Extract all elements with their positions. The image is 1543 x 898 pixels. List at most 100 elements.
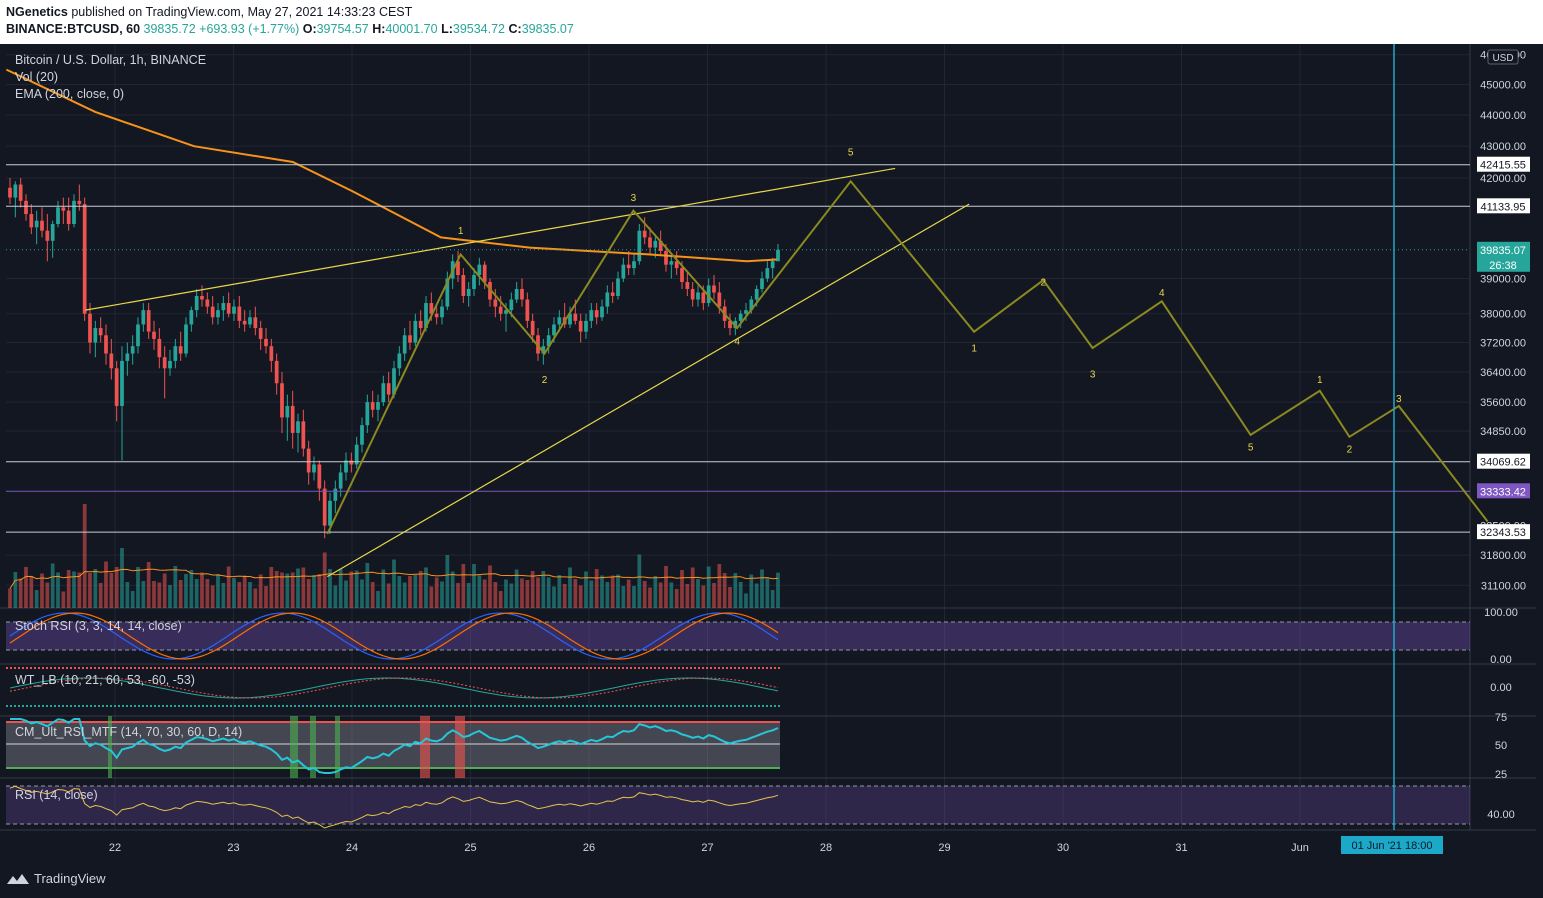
volume-bar (344, 580, 348, 608)
volume-bar (765, 578, 770, 608)
volume-bar (88, 573, 92, 608)
volume-bar (50, 563, 55, 608)
candle-body (221, 303, 226, 311)
candle-body (360, 425, 364, 445)
candle-body (408, 335, 412, 343)
volume-bar (328, 569, 332, 608)
cm-signal-highlight (335, 716, 340, 778)
legend-volume[interactable]: Vol (20) (15, 70, 59, 84)
time-axis-tick: 29 (938, 842, 950, 854)
volume-bar (98, 583, 103, 608)
legend-title[interactable]: Bitcoin / U.S. Dollar, 1h, BINANCE (15, 53, 207, 67)
volume-bar (322, 552, 327, 608)
indicator-axis-tick: 75 (1495, 712, 1507, 724)
candle-body (322, 488, 327, 526)
candle-body (472, 275, 476, 289)
candle-body (130, 346, 135, 354)
tradingview-brand[interactable]: TradingView (6, 871, 106, 886)
time-axis-tick: 23 (227, 842, 239, 854)
volume-bar (146, 562, 151, 608)
volume-bar (178, 580, 183, 608)
candle-body (120, 360, 124, 406)
indicator-axis-tick: 0.00 (1490, 682, 1511, 694)
time-axis-tick: 26 (583, 842, 595, 854)
candle-body (312, 464, 316, 473)
candle-body (765, 268, 770, 279)
volume-bar (312, 575, 316, 608)
candle-body (706, 285, 711, 304)
candle-body (141, 310, 146, 325)
volume-bar (168, 585, 172, 608)
volume-bar (477, 575, 482, 608)
candle-body (413, 320, 418, 343)
candle-body (461, 275, 466, 296)
candle-body (8, 187, 12, 198)
candle-body (573, 313, 578, 321)
candle-body (717, 292, 722, 307)
symbol-label: BINANCE:BTCUSD, 60 (6, 22, 141, 36)
time-axis-tick: 30 (1057, 842, 1069, 854)
candle-body (424, 303, 428, 329)
candle-body (669, 261, 674, 265)
volume-bar (301, 567, 306, 608)
candle-body (216, 310, 220, 318)
candle-body (200, 295, 204, 300)
volume-bar (776, 572, 780, 608)
candle-body (349, 460, 354, 465)
volume-bar (637, 554, 642, 608)
indicator-axis-tick: 40.00 (1487, 809, 1515, 821)
volume-bar (610, 575, 615, 608)
volume-bar (632, 586, 636, 608)
volume-bar (45, 582, 50, 608)
wave-label: 2 (542, 375, 548, 386)
candle-body (440, 306, 444, 318)
volume-bar (669, 582, 674, 608)
candle-body (584, 320, 588, 332)
price-label: 34069.62 (1480, 457, 1526, 469)
price-label: 39835.07 (1480, 245, 1526, 257)
volume-bar (760, 569, 764, 608)
legend-wt-lb[interactable]: WT_LB (10, 21, 60, 53, -60, -53) (15, 673, 195, 687)
price-axis-tick: 42000.00 (1480, 173, 1526, 185)
legend-ema[interactable]: EMA (200, close, 0) (15, 87, 125, 101)
price-axis-tick: 38000.00 (1480, 309, 1526, 321)
volume-bar (354, 570, 359, 608)
candle-body (210, 306, 215, 318)
candle-body (701, 292, 706, 304)
volume-bar (66, 570, 71, 608)
volume-bar (248, 582, 252, 608)
crosshair-time-label: 01 Jun '21 18:00 (1351, 840, 1432, 852)
volume-bar (520, 578, 524, 608)
candle-body (98, 328, 103, 336)
publish-header: NGenetics published on TradingView.com, … (0, 0, 1543, 44)
volume-bar (232, 578, 236, 608)
legend-rsi[interactable]: RSI (14, close) (15, 788, 98, 802)
volume-bar (29, 576, 34, 608)
volume-bar (738, 582, 743, 608)
candle-body (685, 281, 690, 289)
legend-cm-rsi[interactable]: CM_Ult_RSI_MTF (14, 70, 30, 60, D, 14) (15, 725, 243, 739)
candle-body (632, 261, 636, 269)
candle-body (184, 324, 188, 354)
volume-bar (658, 582, 663, 608)
author-name[interactable]: NGenetics (6, 5, 68, 19)
candle-body (296, 421, 300, 433)
volume-bar (61, 591, 66, 608)
candle-body (525, 299, 530, 321)
candle-body (520, 288, 524, 300)
wave-label: 5 (1248, 443, 1254, 454)
volume-bar (434, 577, 439, 608)
volume-bar (482, 579, 487, 608)
legend-stoch-rsi[interactable]: Stoch RSI (3, 3, 14, 14, close) (15, 619, 182, 633)
candle-body (125, 353, 130, 361)
candle-body (354, 444, 359, 465)
candle-body (136, 324, 140, 347)
candle-body (488, 281, 492, 300)
volume-bar (424, 567, 428, 608)
time-axis-tick: 28 (820, 842, 832, 854)
candle-body (301, 421, 306, 449)
candle-body (338, 472, 343, 489)
volume-bar (706, 566, 711, 608)
wave-label: 3 (1090, 370, 1096, 381)
